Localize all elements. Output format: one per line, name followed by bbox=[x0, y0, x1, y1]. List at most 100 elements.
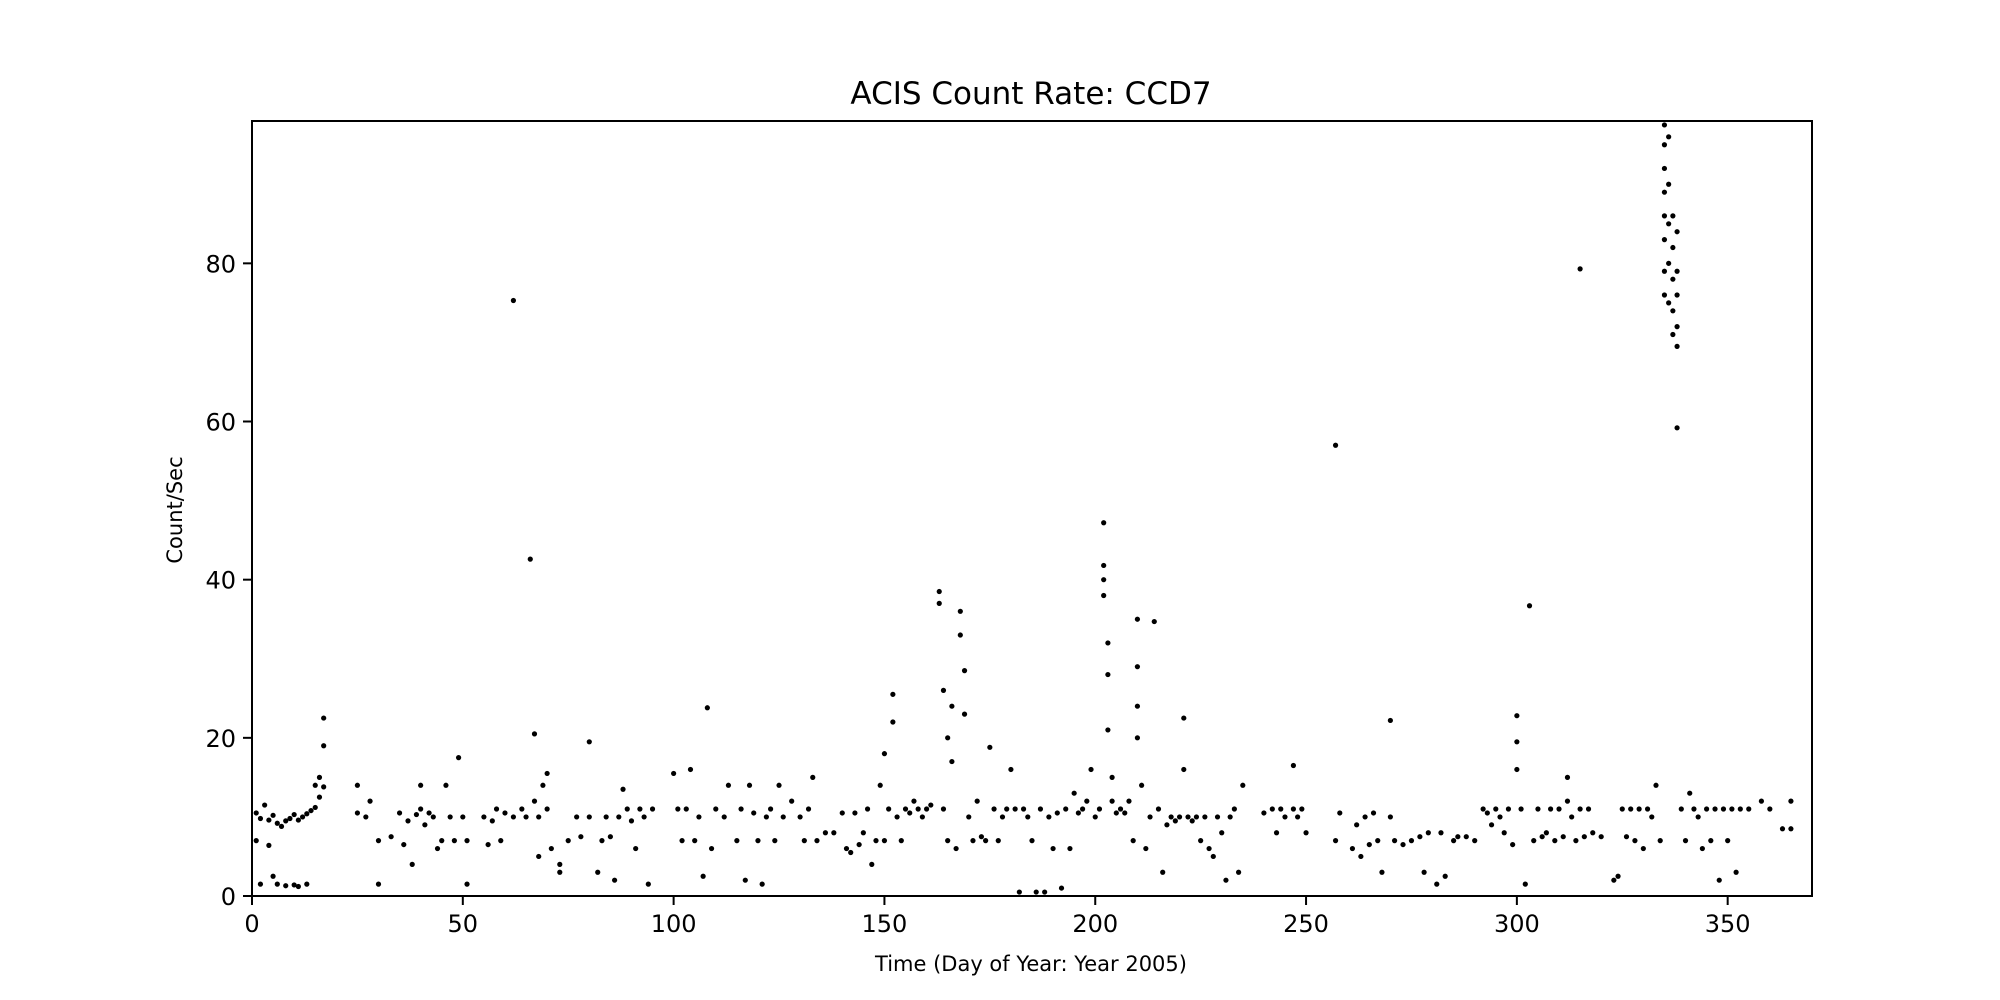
data-point bbox=[687, 766, 694, 773]
data-point bbox=[1488, 822, 1495, 828]
data-point bbox=[675, 806, 681, 812]
data-point bbox=[1349, 845, 1356, 852]
data-point bbox=[620, 786, 626, 792]
data-point bbox=[1758, 798, 1765, 804]
data-point bbox=[1088, 766, 1094, 773]
data-point bbox=[881, 838, 888, 844]
data-point bbox=[595, 869, 601, 875]
data-point bbox=[1101, 562, 1107, 569]
data-point bbox=[860, 830, 866, 836]
data-point bbox=[1261, 810, 1267, 816]
data-point bbox=[1037, 806, 1044, 812]
data-point bbox=[316, 774, 323, 780]
data-point bbox=[418, 806, 424, 812]
data-point bbox=[966, 814, 972, 820]
data-point bbox=[1219, 830, 1225, 836]
data-point bbox=[1556, 806, 1562, 812]
data-point bbox=[1101, 520, 1107, 526]
plot-frame bbox=[251, 120, 1813, 897]
data-point bbox=[485, 841, 491, 848]
data-point bbox=[911, 798, 917, 804]
data-point bbox=[1042, 889, 1048, 895]
data-point bbox=[1046, 814, 1052, 820]
data-point bbox=[755, 838, 761, 844]
data-point bbox=[1552, 838, 1558, 844]
data-point bbox=[574, 814, 580, 820]
data-point bbox=[1400, 841, 1406, 848]
data-point bbox=[683, 806, 689, 812]
data-point bbox=[1472, 838, 1478, 844]
data-point bbox=[940, 687, 947, 693]
data-point bbox=[1480, 806, 1486, 812]
data-point bbox=[460, 814, 466, 820]
data-point bbox=[257, 815, 264, 822]
data-point bbox=[498, 838, 504, 844]
data-point bbox=[953, 845, 959, 852]
data-point bbox=[848, 849, 854, 856]
data-point bbox=[1666, 221, 1672, 227]
data-point bbox=[1105, 671, 1111, 678]
data-point bbox=[1105, 640, 1111, 646]
data-points bbox=[253, 122, 1794, 895]
data-point bbox=[1581, 834, 1587, 840]
data-point bbox=[1278, 806, 1284, 812]
data-point bbox=[894, 814, 900, 820]
data-point bbox=[1632, 838, 1638, 844]
data-point bbox=[1096, 806, 1103, 812]
data-point bbox=[1126, 798, 1132, 804]
data-point bbox=[852, 810, 858, 816]
data-point bbox=[1240, 782, 1246, 788]
data-point bbox=[253, 810, 259, 816]
y-tick-label: 60 bbox=[205, 409, 236, 437]
data-point bbox=[1712, 806, 1718, 812]
data-point bbox=[375, 881, 382, 887]
data-point bbox=[949, 758, 955, 765]
data-point bbox=[881, 751, 888, 757]
data-point bbox=[991, 806, 997, 812]
data-point bbox=[1084, 798, 1090, 804]
y-axis-label: Count/Sec bbox=[163, 456, 187, 563]
data-point bbox=[557, 869, 563, 875]
data-point bbox=[1151, 618, 1157, 625]
data-point bbox=[1619, 806, 1625, 812]
data-point bbox=[696, 814, 702, 820]
data-point bbox=[1354, 822, 1360, 828]
data-point bbox=[1332, 838, 1339, 844]
data-point bbox=[278, 823, 285, 830]
data-point bbox=[1425, 830, 1431, 836]
data-point bbox=[603, 814, 609, 820]
data-point bbox=[983, 838, 989, 844]
data-point bbox=[1725, 838, 1731, 844]
data-point bbox=[1501, 830, 1507, 836]
data-point bbox=[692, 838, 698, 844]
y-tick-label: 0 bbox=[221, 883, 236, 911]
x-tick-label: 200 bbox=[1072, 910, 1118, 938]
data-point bbox=[375, 838, 382, 844]
data-point bbox=[974, 798, 980, 804]
data-point bbox=[1295, 814, 1301, 820]
data-point bbox=[1518, 806, 1524, 812]
data-point bbox=[700, 873, 706, 879]
data-point bbox=[843, 845, 850, 852]
data-point bbox=[797, 814, 803, 820]
data-point bbox=[1708, 838, 1714, 844]
data-point bbox=[734, 838, 740, 844]
data-point bbox=[721, 814, 727, 820]
data-point bbox=[1181, 766, 1187, 773]
x-axis: 0 50 100 150 200 250 300 350 bbox=[244, 896, 1751, 938]
data-point bbox=[923, 806, 930, 812]
data-point bbox=[1004, 806, 1010, 812]
data-point bbox=[1577, 806, 1583, 812]
data-point bbox=[801, 838, 807, 844]
data-point bbox=[936, 600, 942, 606]
data-point bbox=[531, 798, 538, 804]
data-point bbox=[1168, 814, 1174, 820]
data-point bbox=[1451, 838, 1457, 844]
data-point bbox=[312, 782, 318, 788]
data-point bbox=[464, 838, 470, 844]
data-point bbox=[616, 814, 622, 820]
data-point bbox=[1029, 838, 1035, 844]
data-point bbox=[1202, 814, 1208, 820]
data-point bbox=[1670, 331, 1676, 338]
data-point bbox=[1699, 845, 1705, 852]
